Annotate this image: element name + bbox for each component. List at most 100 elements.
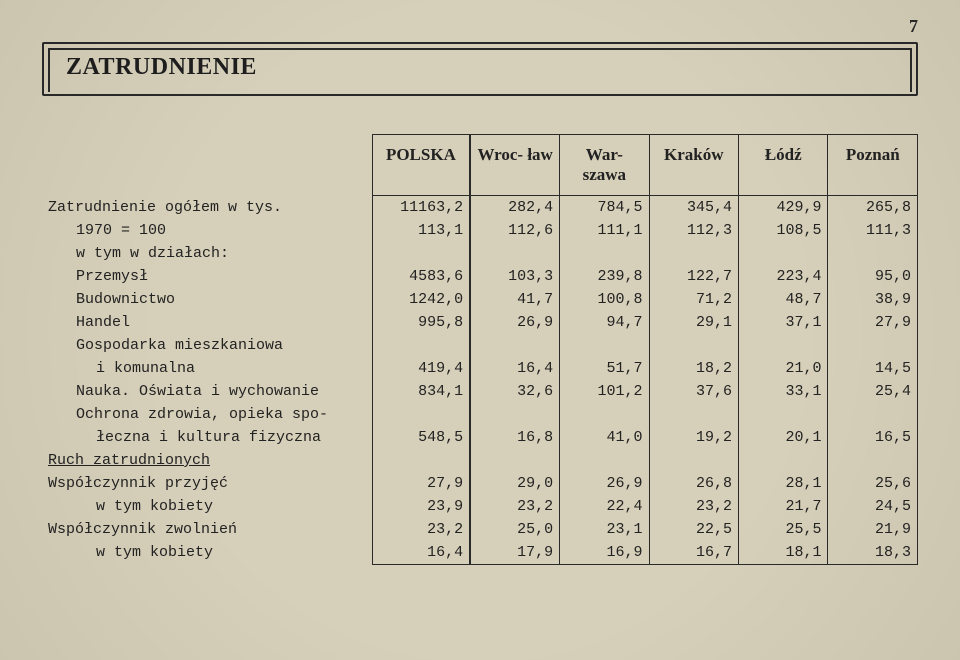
cell: 29,0 <box>470 472 559 495</box>
cell <box>828 449 918 472</box>
cell: 32,6 <box>470 380 559 403</box>
page-number: 7 <box>909 16 918 37</box>
cell <box>372 449 470 472</box>
cell: 345,4 <box>649 196 738 220</box>
cell: 21,7 <box>739 495 828 518</box>
cell: 112,6 <box>470 219 559 242</box>
cell: 282,4 <box>470 196 559 220</box>
cell: 11163,2 <box>372 196 470 220</box>
column-header-lodz: Łódź <box>739 135 828 196</box>
column-header-krakow: Kraków <box>649 135 738 196</box>
cell: 26,8 <box>649 472 738 495</box>
cell: 265,8 <box>828 196 918 220</box>
cell: 23,1 <box>560 518 649 541</box>
cell: 4583,6 <box>372 265 470 288</box>
cell: 101,2 <box>560 380 649 403</box>
table-row: w tym kobiety23,923,222,423,221,724,5 <box>42 495 918 518</box>
cell: 48,7 <box>739 288 828 311</box>
cell <box>372 334 470 357</box>
cell <box>372 242 470 265</box>
row-label: Nauka. Oświata i wychowanie <box>42 380 372 403</box>
cell <box>739 403 828 426</box>
cell: 18,3 <box>828 541 918 565</box>
row-label: Handel <box>42 311 372 334</box>
row-label: Współczynnik przyjęć <box>42 472 372 495</box>
cell: 113,1 <box>372 219 470 242</box>
cell: 111,1 <box>560 219 649 242</box>
column-header-poznan: Poznań <box>828 135 918 196</box>
column-header-warszawa: War- szawa <box>560 135 649 196</box>
cell <box>828 242 918 265</box>
cell: 37,6 <box>649 380 738 403</box>
table-row: Przemysł4583,6103,3239,8122,7223,495,0 <box>42 265 918 288</box>
cell: 41,0 <box>560 426 649 449</box>
cell: 112,3 <box>649 219 738 242</box>
cell: 16,4 <box>372 541 470 565</box>
cell: 784,5 <box>560 196 649 220</box>
cell: 111,3 <box>828 219 918 242</box>
cell: 239,8 <box>560 265 649 288</box>
cell <box>649 242 738 265</box>
cell: 100,8 <box>560 288 649 311</box>
cell: 41,7 <box>470 288 559 311</box>
cell: 18,1 <box>739 541 828 565</box>
cell: 14,5 <box>828 357 918 380</box>
cell: 25,6 <box>828 472 918 495</box>
cell: 19,2 <box>649 426 738 449</box>
cell: 16,4 <box>470 357 559 380</box>
cell <box>739 449 828 472</box>
cell <box>560 242 649 265</box>
cell: 26,9 <box>560 472 649 495</box>
cell: 51,7 <box>560 357 649 380</box>
cell: 18,2 <box>649 357 738 380</box>
table-row: Zatrudnienie ogółem w tys.11163,2282,478… <box>42 196 918 220</box>
cell: 24,5 <box>828 495 918 518</box>
cell <box>649 403 738 426</box>
table-row: Handel995,826,994,729,137,127,9 <box>42 311 918 334</box>
cell: 16,9 <box>560 541 649 565</box>
table-row: w tym w działach: <box>42 242 918 265</box>
table-row: Współczynnik przyjęć27,929,026,926,828,1… <box>42 472 918 495</box>
cell: 25,4 <box>828 380 918 403</box>
cell: 38,9 <box>828 288 918 311</box>
table-row: 1970 = 100113,1112,6111,1112,3108,5111,3 <box>42 219 918 242</box>
cell: 419,4 <box>372 357 470 380</box>
cell: 548,5 <box>372 426 470 449</box>
row-label: Ruch zatrudnionych <box>42 449 372 472</box>
cell: 71,2 <box>649 288 738 311</box>
row-label: Ochrona zdrowia, opieka spo- <box>42 403 372 426</box>
table-row: w tym kobiety16,417,916,916,718,118,3 <box>42 541 918 565</box>
title-box: ZATRUDNIENIE <box>42 42 918 96</box>
table-row: Współczynnik zwolnień23,225,023,122,525,… <box>42 518 918 541</box>
cell: 22,4 <box>560 495 649 518</box>
row-label: Gospodarka mieszkaniowa <box>42 334 372 357</box>
cell <box>739 334 828 357</box>
table-row: i komunalna419,416,451,718,221,014,5 <box>42 357 918 380</box>
cell <box>649 449 738 472</box>
row-label: Współczynnik zwolnień <box>42 518 372 541</box>
cell: 25,5 <box>739 518 828 541</box>
cell: 23,2 <box>372 518 470 541</box>
table-row: Ochrona zdrowia, opieka spo- <box>42 403 918 426</box>
cell: 28,1 <box>739 472 828 495</box>
cell: 23,2 <box>649 495 738 518</box>
cell: 21,0 <box>739 357 828 380</box>
cell: 21,9 <box>828 518 918 541</box>
row-label: i komunalna <box>42 357 372 380</box>
cell: 26,9 <box>470 311 559 334</box>
cell <box>372 403 470 426</box>
cell: 29,1 <box>649 311 738 334</box>
cell: 22,5 <box>649 518 738 541</box>
row-label: Przemysł <box>42 265 372 288</box>
cell: 33,1 <box>739 380 828 403</box>
table-row: Nauka. Oświata i wychowanie834,132,6101,… <box>42 380 918 403</box>
cell: 103,3 <box>470 265 559 288</box>
cell: 94,7 <box>560 311 649 334</box>
row-label: w tym kobiety <box>42 495 372 518</box>
cell: 834,1 <box>372 380 470 403</box>
cell <box>560 334 649 357</box>
cell <box>649 334 738 357</box>
cell: 20,1 <box>739 426 828 449</box>
column-header-wroclaw: Wroc- ław <box>470 135 559 196</box>
column-header-polska: POLSKA <box>372 135 470 196</box>
